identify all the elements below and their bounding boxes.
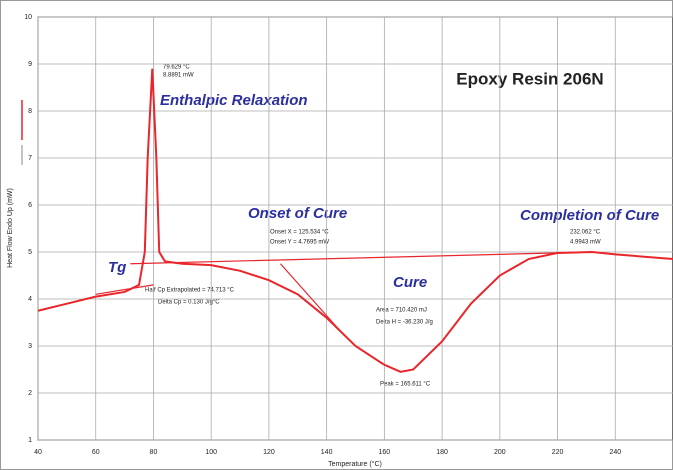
annotation: 4.9943 mW	[570, 240, 601, 246]
annotation: Completion of Cure	[520, 207, 659, 224]
data-line	[130, 251, 593, 265]
x-tick-label: 60	[92, 449, 100, 456]
annotation: 8.8891 mW	[163, 73, 194, 79]
y-tick-label: 2	[28, 390, 32, 397]
data-line	[37, 68, 673, 373]
y-tick-label: 7	[28, 155, 32, 162]
x-tick-label: 220	[552, 449, 564, 456]
y-tick-label: 10	[24, 14, 32, 21]
annotation: Cure	[393, 274, 427, 291]
x-tick-label: 100	[205, 449, 217, 456]
annotation: Delta Cp = 0.130 J/g°C	[158, 300, 220, 306]
y-tick-label: 6	[28, 202, 32, 209]
y-tick-label: 3	[28, 343, 32, 350]
y-tick-label: 4	[28, 296, 32, 303]
data-line	[280, 263, 342, 333]
y-tick-label: 8	[28, 108, 32, 115]
annotation: Onset of Cure	[248, 205, 347, 222]
y-axis-label: Heat Flow Endo Up (mW)	[7, 188, 14, 268]
annotation: Enthalpic Relaxation	[160, 92, 308, 109]
annotation: Tg	[108, 259, 126, 276]
y-tick-label: 1	[28, 437, 32, 444]
x-tick-label: 120	[263, 449, 275, 456]
annotation: Delta H = -36.230 J/g	[376, 320, 433, 326]
annotation: Half Cp Extrapolated = 74.713 °C	[145, 288, 235, 294]
x-axis-label: Temperature (°C)	[328, 460, 382, 468]
annotation: Peak = 165.611 °C	[380, 382, 431, 388]
x-tick-label: 200	[494, 449, 506, 456]
x-tick-label: 160	[379, 449, 391, 456]
x-tick-label: 140	[321, 449, 333, 456]
annotation: 79.629 °C	[163, 65, 190, 71]
x-tick-label: 240	[609, 449, 621, 456]
y-tick-label: 5	[28, 249, 32, 256]
annotation: 232.062 °C	[570, 230, 601, 236]
x-tick-label: 180	[436, 449, 448, 456]
annotation: Onset Y = 4.7695 mW	[270, 240, 329, 246]
y-tick-label: 9	[28, 61, 32, 68]
data-line	[95, 284, 154, 295]
annotation: Onset X = 125.534 °C	[270, 230, 329, 236]
chart-title: Epoxy Resin 206N	[456, 69, 603, 88]
x-tick-label: 80	[150, 449, 158, 456]
x-tick-label: 40	[34, 449, 42, 456]
annotation: Area = 710.420 mJ	[376, 308, 427, 314]
